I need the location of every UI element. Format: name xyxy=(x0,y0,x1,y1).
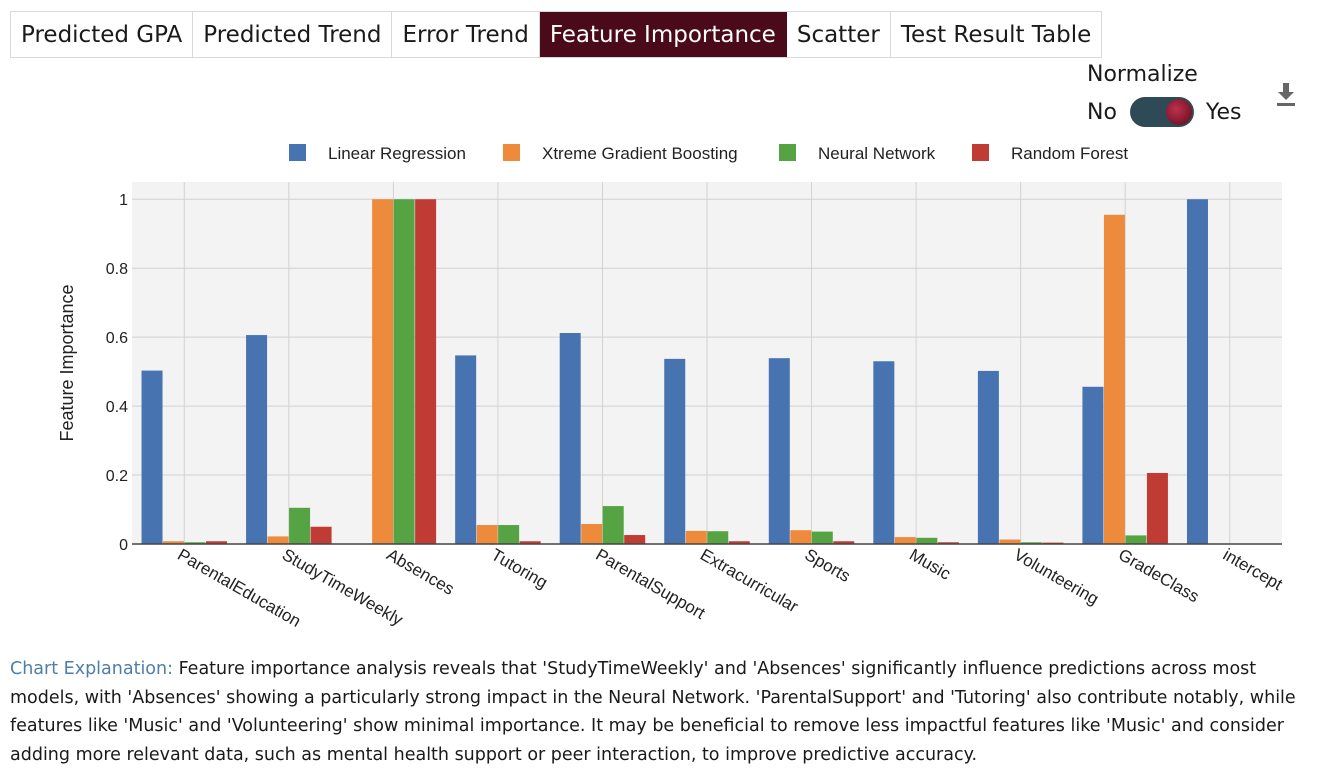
toggle-knob xyxy=(1165,99,1192,125)
legend-swatch xyxy=(972,144,989,161)
normalize-toggle[interactable] xyxy=(1129,97,1194,127)
normalize-on-label: Yes xyxy=(1205,99,1242,125)
tab-test-result-table[interactable]: Test Result Table xyxy=(890,12,1103,57)
y-axis-title: Feature Importance xyxy=(57,284,77,441)
bar-xtreme-gradient-boosting-parentalsupport xyxy=(581,524,603,544)
bar-neural-network-parentaleducation xyxy=(184,542,206,544)
bar-xtreme-gradient-boosting-music xyxy=(894,537,916,544)
bar-linear-regression-gradeclass xyxy=(1082,386,1104,544)
download-icon[interactable] xyxy=(1273,80,1299,108)
x-tick-label: Sports xyxy=(802,545,854,586)
bar-neural-network-music xyxy=(916,537,938,544)
bar-neural-network-absences xyxy=(393,199,415,544)
y-tick-label: 0.2 xyxy=(106,468,128,485)
chart-explanation-text: Feature importance analysis reveals that… xyxy=(10,659,1296,765)
bar-random-forest-parentalsupport xyxy=(624,535,646,544)
x-tick-label: Absences xyxy=(383,545,457,599)
x-tick-label: ParentalSupport xyxy=(592,545,708,623)
bar-random-forest-parentaleducation xyxy=(206,541,228,544)
bar-neural-network-tutoring xyxy=(498,525,520,544)
bar-linear-regression-intercept xyxy=(1186,199,1208,544)
legend-label: Random Forest xyxy=(1011,144,1128,163)
tab-predicted-gpa[interactable]: Predicted GPA xyxy=(11,12,194,57)
bar-xtreme-gradient-boosting-parentaleducation xyxy=(163,541,185,544)
bar-linear-regression-extracurricular xyxy=(664,358,686,544)
bar-xtreme-gradient-boosting-tutoring xyxy=(476,525,498,544)
bar-random-forest-sports xyxy=(833,541,855,544)
bar-xtreme-gradient-boosting-studytimeweekly xyxy=(267,536,289,544)
bar-linear-regression-sports xyxy=(768,358,790,544)
bar-xtreme-gradient-boosting-sports xyxy=(790,530,812,544)
bar-random-forest-extracurricular xyxy=(728,541,750,544)
bar-neural-network-extracurricular xyxy=(707,531,729,544)
tab-bar: Predicted GPA Predicted Trend Error Trend F… xyxy=(10,11,1103,58)
x-tick-label: Volunteering xyxy=(1011,545,1102,609)
bar-neural-network-parentalsupport xyxy=(602,506,624,544)
legend-swatch xyxy=(503,144,520,161)
bar-xtreme-gradient-boosting-gradeclass xyxy=(1103,214,1125,544)
bar-xtreme-gradient-boosting-absences xyxy=(372,199,394,544)
bar-linear-regression-tutoring xyxy=(455,355,477,544)
chart-explanation-label: Chart Explanation: xyxy=(10,659,173,679)
tab-scatter[interactable]: Scatter xyxy=(786,12,891,57)
y-tick-label: 0 xyxy=(119,537,128,554)
legend-label: Xtreme Gradient Boosting xyxy=(542,144,738,163)
y-tick-label: 0.8 xyxy=(106,261,128,278)
legend-label: Linear Regression xyxy=(328,144,466,163)
x-tick-label: Tutoring xyxy=(488,545,551,592)
bar-neural-network-sports xyxy=(811,531,833,544)
x-tick-label: GradeClass xyxy=(1115,545,1202,606)
normalize-label: Normalize xyxy=(1087,62,1198,87)
bar-random-forest-studytimeweekly xyxy=(310,526,332,544)
bar-xtreme-gradient-boosting-volunteering xyxy=(999,539,1021,544)
bar-linear-regression-volunteering xyxy=(977,370,999,544)
bar-neural-network-studytimeweekly xyxy=(289,507,311,544)
chart-explanation: Chart Explanation: Feature importance an… xyxy=(10,655,1322,769)
legend-label: Neural Network xyxy=(818,144,936,163)
bar-neural-network-gradeclass xyxy=(1125,535,1147,544)
bar-random-forest-tutoring xyxy=(519,541,541,544)
y-tick-label: 0.4 xyxy=(106,399,128,416)
y-tick-label: 0.6 xyxy=(106,330,128,347)
tab-feature-importance[interactable]: Feature Importance xyxy=(539,12,787,57)
tab-error-trend[interactable]: Error Trend xyxy=(392,12,540,57)
legend-swatch xyxy=(289,144,306,161)
bar-linear-regression-parentalsupport xyxy=(559,333,581,544)
bar-neural-network-volunteering xyxy=(1020,542,1042,544)
bar-linear-regression-studytimeweekly xyxy=(246,335,268,544)
bar-linear-regression-parentaleducation xyxy=(141,370,163,544)
bar-random-forest-absences xyxy=(415,199,437,544)
bar-xtreme-gradient-boosting-extracurricular xyxy=(685,530,707,544)
x-tick-label: Music xyxy=(906,545,954,584)
normalize-control: No Yes xyxy=(1087,97,1241,127)
bar-random-forest-gradeclass xyxy=(1146,472,1168,544)
x-tick-label: intercept xyxy=(1220,545,1286,594)
x-tick-label: Extracurricular xyxy=(697,545,802,616)
bar-random-forest-music xyxy=(937,542,959,544)
legend-swatch xyxy=(779,144,796,161)
normalize-off-label: No xyxy=(1087,99,1117,125)
bar-linear-regression-music xyxy=(873,361,895,544)
y-tick-label: 1 xyxy=(119,192,128,209)
tab-predicted-trend[interactable]: Predicted Trend xyxy=(193,12,393,57)
feature-importance-chart: 00.20.40.60.81ParentalEducationStudyTime… xyxy=(57,144,1286,631)
